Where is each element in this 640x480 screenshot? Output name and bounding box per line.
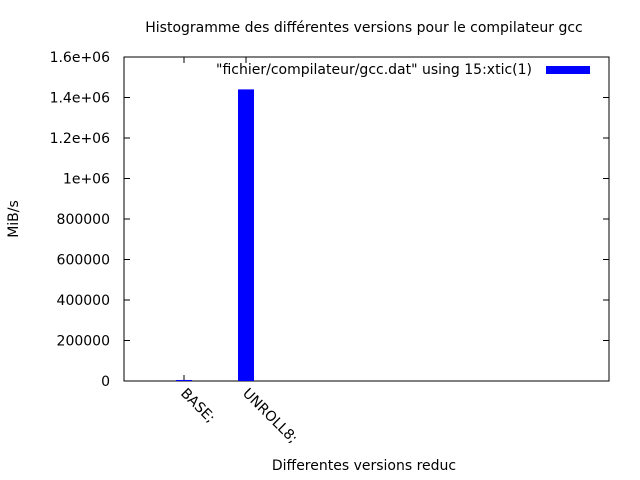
y-tick-label: 1e+06	[63, 172, 110, 188]
y-tick-label: 400000	[57, 293, 110, 309]
y-tick-label: 1.6e+06	[50, 50, 111, 66]
bar	[238, 89, 254, 382]
y-tick-label: 1.4e+06	[50, 91, 111, 107]
x-axis-label: Differentes versions reduc	[272, 458, 456, 474]
y-axis-ticks: 0 200000 400000 600000 800000 1e+06 1.2e+06 1.4…	[50, 50, 609, 390]
legend-label: "fichier/compilateur/gcc.dat" using 15:x…	[216, 62, 532, 78]
x-tick-label: BASE;	[177, 386, 218, 427]
bar	[176, 379, 192, 381]
y-tick-label: 800000	[57, 212, 110, 228]
y-axis-label: MiB/s	[6, 200, 22, 238]
chart-title: Histogramme des différentes versions pou…	[145, 20, 583, 36]
plot-frame	[123, 56, 610, 382]
y-tick-label: 200000	[57, 334, 110, 350]
bar-series	[176, 89, 254, 382]
y-tick-label: 600000	[57, 253, 110, 269]
x-tick-label: UNROLL8;	[239, 386, 300, 447]
legend: "fichier/compilateur/gcc.dat" using 15:x…	[216, 62, 590, 78]
y-tick-label: 0	[101, 374, 110, 390]
y-tick-label: 1.2e+06	[50, 131, 111, 147]
legend-swatch	[546, 66, 590, 74]
